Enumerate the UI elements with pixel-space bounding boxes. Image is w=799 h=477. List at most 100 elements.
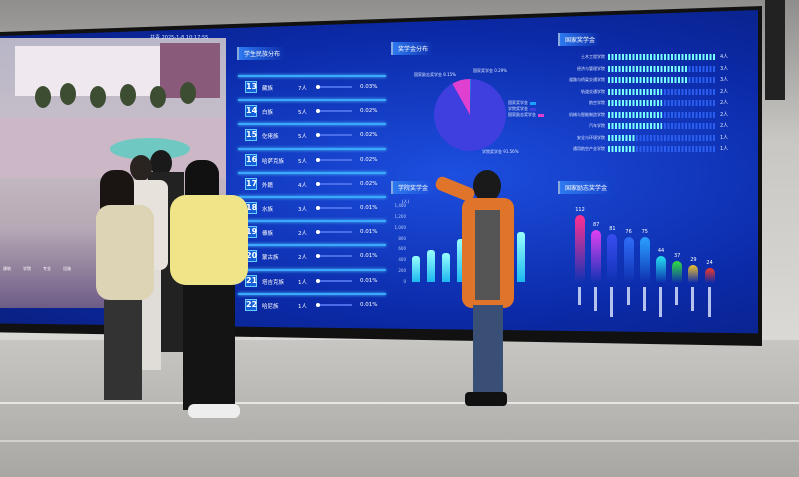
bar-fill xyxy=(608,77,689,83)
college-bar xyxy=(442,253,450,282)
ethnicity-name: 仡佬族 xyxy=(262,134,279,141)
pie-slice xyxy=(452,79,470,115)
pie-legend-item: 国家奖学金 xyxy=(508,100,536,106)
ethnicity-row: 16 哈萨克族 5人 0.02% xyxy=(240,153,388,167)
bar-track xyxy=(608,65,715,72)
bar-fill xyxy=(608,54,715,60)
ethnicity-name: 哈尼族 xyxy=(262,303,279,310)
bar-track xyxy=(608,111,715,118)
ethnicity-row: 17 外籍 4人 0.02% xyxy=(240,177,388,191)
count-label: 1人 xyxy=(720,134,729,141)
bar-track xyxy=(608,77,715,83)
national-row: 道路与桥梁交通学院 3人 xyxy=(565,76,745,84)
percent-bar xyxy=(316,230,352,235)
percent-bar xyxy=(316,302,352,307)
ethnicity-row: 15 仡佬族 5人 0.02% xyxy=(240,128,388,142)
count-label: 4人 xyxy=(720,54,729,60)
pie-slice xyxy=(434,79,506,151)
ethnicity-count: 3人 xyxy=(298,207,307,213)
rank-badge: 21 xyxy=(245,274,258,287)
count-label: 2人 xyxy=(720,100,729,106)
rank-badge: 17 xyxy=(245,177,258,190)
bar-track xyxy=(608,134,715,141)
ethnicity-name: 蒙古族 xyxy=(262,255,279,262)
y-tick-label: 0 xyxy=(403,279,406,284)
top-status-bar: 共青 2025-1-8 10:17:55 xyxy=(150,35,209,41)
ethnicity-count: 4人 xyxy=(298,182,307,189)
ethnicity-count: 2人 xyxy=(298,231,307,238)
ethnicity-row: 14 白族 5人 0.02% xyxy=(240,104,388,118)
count-label: 2人 xyxy=(720,111,729,118)
bar-value-label: 75 xyxy=(641,229,648,236)
encouragement-title: 国家励志奖学金 xyxy=(558,181,613,194)
national-row: 航空学院 2人 xyxy=(565,99,745,107)
national-row: 机械与智能制造学院 2人 xyxy=(565,111,745,119)
category-label xyxy=(610,287,614,317)
category-label xyxy=(691,287,695,311)
count-label: 3人 xyxy=(720,65,729,72)
wall-device xyxy=(765,0,785,100)
ethnicity-name: 外籍 xyxy=(262,182,274,189)
bar-track xyxy=(608,100,715,106)
encouragement-bar xyxy=(656,256,666,283)
encouragement-bar xyxy=(591,230,602,283)
category-label xyxy=(707,287,711,317)
ethnicity-row: 22 哈尼族 1人 0.01% xyxy=(240,298,388,312)
menu-item-college[interactable]: 学院 xyxy=(23,266,31,271)
ethnicity-percent: 0.01% xyxy=(360,301,378,308)
ethnicity-count: 5人 xyxy=(298,110,307,117)
row-divider xyxy=(238,292,386,295)
row-divider xyxy=(238,244,386,247)
ethnicity-name: 哈萨克族 xyxy=(262,158,285,165)
row-divider xyxy=(238,220,386,223)
bar-fill xyxy=(608,146,635,152)
bar-fill xyxy=(608,100,662,106)
college-name: 航空学院 xyxy=(589,100,605,105)
national-row: 土木工程学院 4人 xyxy=(565,53,745,61)
bar-value-label: 29 xyxy=(690,257,697,264)
count-label: 2人 xyxy=(720,88,729,95)
menu-item-building[interactable]: 建筑 xyxy=(3,266,11,271)
bar-fill xyxy=(608,88,662,95)
count-label: 3人 xyxy=(720,77,729,83)
ethnicity-count: 2人 xyxy=(298,255,307,262)
ethnicity-count: 5人 xyxy=(298,158,307,165)
ethnicity-percent: 0.01% xyxy=(360,229,378,236)
bar-track xyxy=(608,146,715,152)
percent-bar-dot xyxy=(316,133,320,138)
y-tick-label: 400 xyxy=(398,257,406,263)
percent-bar xyxy=(316,278,352,283)
ethnicity-row: 18 水族 3人 0.01% xyxy=(240,201,388,215)
ethnicity-percent: 0.02% xyxy=(360,156,378,163)
pie-legend-item: 学院奖学金 xyxy=(508,106,536,112)
national-row: 汽车学院 2人 xyxy=(565,122,745,130)
legend-label: 国家励志奖学金 xyxy=(508,112,536,117)
percent-bar-dot xyxy=(316,302,320,307)
y-tick-label: 600 xyxy=(398,246,406,252)
ethnicity-count: 5人 xyxy=(298,134,307,141)
y-tick-label: 1,200 xyxy=(394,213,406,219)
bar-value-label: 76 xyxy=(625,228,632,235)
ethnicity-percent: 0.02% xyxy=(360,180,378,187)
national-row: 安全与环境学院 1人 xyxy=(565,134,745,142)
national-row: 通用航空产业学院 1人 xyxy=(565,145,745,153)
national-row: 轨道交通学院 2人 xyxy=(565,88,745,96)
category-label xyxy=(578,287,581,305)
college-name: 道路与桥梁交通学院 xyxy=(569,77,605,82)
row-divider xyxy=(238,171,386,174)
percent-bar xyxy=(316,85,352,89)
percent-bar-dot xyxy=(316,109,320,114)
y-tick-label: 200 xyxy=(398,268,406,274)
encouragement-bar xyxy=(704,268,715,283)
menu-item-facility[interactable]: 设施 xyxy=(63,266,71,271)
encouragement-bar xyxy=(688,265,699,283)
legend-swatch xyxy=(538,113,544,117)
count-label: 2人 xyxy=(720,123,729,129)
college-name: 机械与智能制造学院 xyxy=(569,111,605,117)
college-name: 安全与环境学院 xyxy=(577,134,605,140)
bar-fill xyxy=(608,111,662,118)
ethnicity-count: 7人 xyxy=(298,86,307,92)
menu-item-major[interactable]: 专业 xyxy=(43,266,51,271)
row-divider xyxy=(238,99,386,102)
ethnicity-count: 1人 xyxy=(298,279,307,286)
